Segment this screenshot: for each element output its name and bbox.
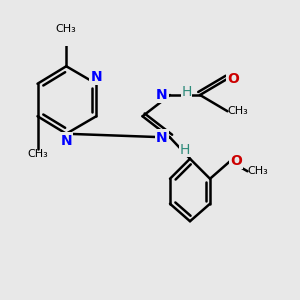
Text: CH₃: CH₃: [248, 166, 268, 176]
Text: N: N: [90, 70, 102, 84]
Text: H: H: [181, 85, 192, 100]
Text: O: O: [230, 154, 242, 168]
Text: CH₃: CH₃: [27, 149, 48, 159]
Text: H: H: [180, 142, 190, 157]
Text: CH₃: CH₃: [56, 24, 76, 34]
Text: O: O: [227, 72, 239, 86]
Text: CH₃: CH₃: [227, 106, 248, 116]
Text: N: N: [156, 130, 167, 145]
Text: N: N: [60, 134, 72, 148]
Text: N: N: [156, 88, 167, 102]
